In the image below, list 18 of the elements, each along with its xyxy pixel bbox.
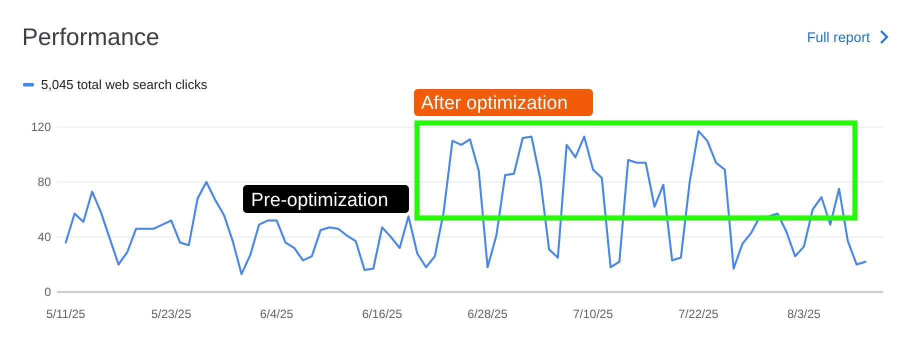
chart-title: Performance [22,24,160,51]
annotation: Pre-optimization [251,190,388,211]
text: After optimization [421,93,568,114]
y-tick-label: 40 [38,230,52,244]
x-tick-label: 6/28/25 [468,307,508,321]
legend-label: 5,045 total web search clicks [41,77,208,92]
x-tick-label: 7/22/25 [678,307,719,321]
y-tick-label: 120 [30,120,52,134]
text: Full report [806,29,870,45]
line-series [64,130,866,276]
y-tick-label: 0 [44,285,52,300]
x-tick-label: 6/16/25 [362,307,402,321]
x-tick-label: 8/3/25 [787,307,821,321]
x-tick-label: 5/23/25 [151,307,192,321]
y-tick-label: 80 [38,175,52,190]
x-tick-label: 6/4/25 [260,307,294,321]
x-tick-label: 7/10/25 [573,307,614,321]
x-tick-label: 5/11/25 [46,307,86,321]
